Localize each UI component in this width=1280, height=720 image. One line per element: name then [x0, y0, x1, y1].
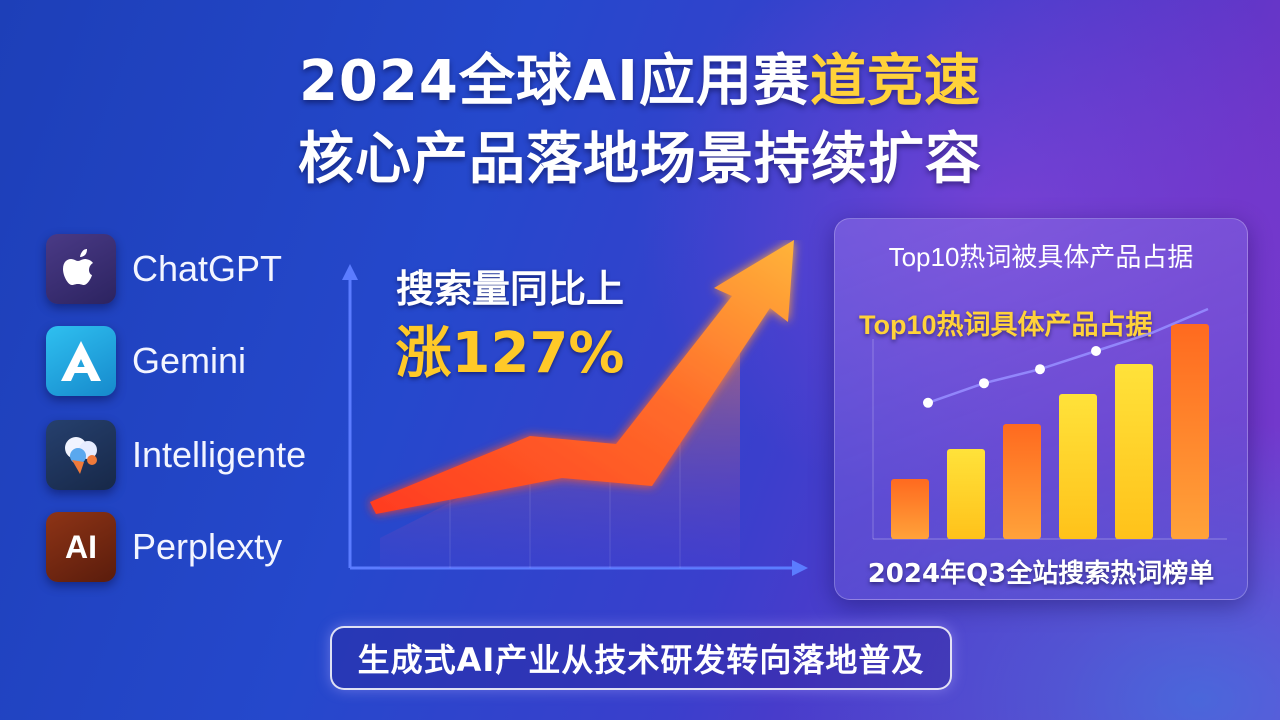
bar [1059, 394, 1097, 539]
growth-area [380, 320, 740, 568]
app-item-perplexty: AI Perplexty [46, 512, 282, 582]
apple-icon [46, 234, 116, 304]
trend-point [1035, 364, 1045, 375]
trend-point [979, 378, 989, 389]
letter-a-icon [46, 326, 116, 396]
x-axis-arrow-icon [792, 560, 808, 576]
trend-point [923, 397, 933, 408]
app-name: Gemini [132, 340, 247, 381]
app-item-gemini: Gemini [46, 326, 246, 396]
bar [891, 479, 929, 539]
growth-chart [342, 240, 808, 576]
bar [1171, 324, 1209, 539]
headline-highlight: 道竞速 [810, 49, 982, 114]
ai-text-icon: AI [46, 512, 116, 582]
app-name: Perplexty [132, 526, 283, 567]
growth-label-line-1: 搜索量同比上 [395, 267, 624, 311]
headline-prefix: 2024全球AI应用赛 [298, 49, 811, 114]
cloud-bubble-icon [46, 420, 116, 490]
headline-line-1: 2024全球AI应用赛道竞速 [0, 36, 1280, 117]
growth-label-line-2: 涨127% [395, 321, 625, 386]
panel-subtitle: Top10热词具体产品占据 [859, 310, 1153, 340]
headline-line-2: 核心产品落地场景持续扩容 [298, 127, 982, 192]
y-axis-arrow-icon [342, 264, 358, 280]
trend-point [1091, 346, 1101, 356]
bottom-banner: 生成式AI产业从技术研发转向落地普及 [330, 626, 952, 690]
app-name: Intelligente [132, 434, 307, 475]
trend-arrow-icon [370, 240, 794, 514]
bar [947, 449, 985, 539]
bar [1003, 424, 1041, 539]
panel-title: Top10热词被具体产品占据 [888, 242, 1194, 272]
trend-line [927, 307, 1209, 404]
app-item-intelligente: Intelligente [46, 420, 306, 490]
hot-words-panel: Top10热词被具体产品占据 Top10热词具体产品占据 2024年Q3全站搜索… [834, 218, 1248, 600]
panel-footer: 2024年Q3全站搜索热词榜单 [867, 559, 1215, 589]
bar-chart [872, 307, 1227, 540]
bar [1115, 364, 1153, 539]
app-item-chatgpt: ChatGPT [46, 234, 282, 304]
app-name: ChatGPT [132, 248, 283, 289]
